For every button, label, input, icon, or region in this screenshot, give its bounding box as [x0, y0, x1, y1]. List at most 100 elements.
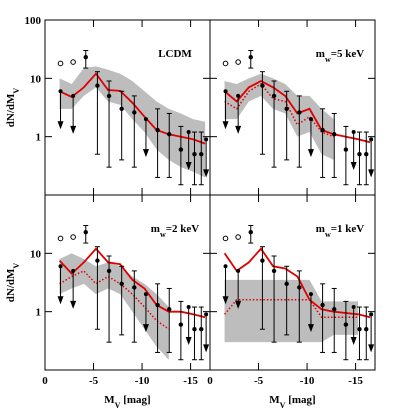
- panel-title-part: =2 keV: [166, 223, 200, 235]
- panel-title-part: m: [316, 223, 325, 235]
- upper-limit-arrow: [222, 296, 229, 305]
- limit-point: [71, 93, 76, 98]
- panel-title-part: =1 keV: [331, 223, 365, 235]
- data-point: [343, 147, 349, 152]
- upper-limit-arrow: [203, 169, 210, 178]
- panel-title-part: w: [325, 230, 331, 239]
- panel-frame: [209, 194, 376, 371]
- y-tick-label: 100: [25, 15, 42, 27]
- data-point: [271, 268, 277, 274]
- upper-limit-arrow: [142, 149, 149, 158]
- y-axis-label-part: dN/dM: [5, 93, 17, 127]
- model-band: [224, 279, 359, 343]
- data-point: [364, 152, 369, 157]
- panel-title: mw=2 keV: [151, 223, 199, 239]
- upper-limit-arrow: [57, 296, 64, 305]
- data-point: [199, 152, 204, 157]
- model-line: [224, 83, 335, 138]
- panel-title-part: LCDM: [158, 48, 192, 60]
- data-point: [320, 302, 325, 308]
- open-circle: [57, 235, 64, 242]
- limit-point: [58, 264, 63, 269]
- data-point: [332, 307, 337, 312]
- data-point: [132, 285, 137, 290]
- limit-point: [71, 268, 76, 273]
- model-line: [59, 269, 170, 330]
- limit-point: [236, 268, 241, 273]
- data-point: [248, 55, 253, 60]
- open-circle: [70, 59, 76, 65]
- data-point: [260, 258, 265, 263]
- panel-title-part: =5 keV: [331, 48, 365, 60]
- upper-limit-arrow: [185, 337, 192, 346]
- upper-limit-arrow: [307, 149, 314, 158]
- y-axis-label-part: dN/dM: [5, 268, 17, 302]
- data-point: [167, 307, 172, 312]
- upper-limit-arrow: [368, 344, 375, 353]
- x-tick-label: -5: [254, 375, 264, 387]
- upper-limit-arrow: [57, 121, 64, 130]
- data-point: [119, 281, 124, 287]
- upper-limit-arrow: [235, 300, 242, 309]
- data-point: [192, 327, 197, 332]
- limit-point: [143, 117, 148, 122]
- open-circle: [70, 234, 76, 240]
- upper-limit-arrow: [368, 169, 375, 178]
- panel-title-part: w: [160, 230, 166, 239]
- open-circle: [235, 234, 241, 240]
- y-axis-label-part: V: [12, 88, 21, 94]
- limit-point: [223, 89, 228, 94]
- x-tick-label: 0: [42, 375, 48, 387]
- limit-point: [58, 89, 63, 94]
- data-point: [155, 127, 160, 133]
- data-point: [178, 147, 184, 152]
- y-axis-label-part: V: [12, 263, 21, 269]
- data-point: [248, 230, 253, 235]
- panel-title: LCDM: [158, 48, 192, 60]
- x-axis-label-part: [mag]: [285, 394, 315, 406]
- upper-limit-arrow: [70, 300, 77, 309]
- data-point: [297, 110, 302, 115]
- model-band: [224, 73, 334, 160]
- panel-title-part: m: [316, 48, 325, 60]
- data-point: [357, 327, 362, 332]
- data-point: [320, 127, 325, 133]
- open-circle: [57, 60, 64, 67]
- limit-point: [204, 137, 209, 142]
- x-tick-label: -10: [135, 375, 150, 387]
- limit-point: [143, 292, 148, 297]
- data-point: [155, 302, 160, 308]
- data-point: [199, 327, 204, 332]
- x-axis-label: MV [mag]: [104, 394, 150, 410]
- limit-point: [186, 305, 191, 310]
- x-axis-label: MV [mag]: [269, 394, 315, 410]
- data-point: [297, 285, 302, 290]
- y-axis-label: dN/dMV: [5, 263, 21, 303]
- upper-limit-arrow: [235, 125, 242, 134]
- open-circle: [235, 59, 241, 65]
- data-point: [178, 322, 184, 327]
- upper-limit-arrow: [185, 162, 192, 171]
- x-tick-label: -15: [183, 375, 198, 387]
- data-point: [119, 106, 124, 112]
- limit-point: [369, 137, 374, 142]
- upper-limit-arrow: [203, 344, 210, 353]
- data-point: [260, 83, 265, 88]
- x-axis-label-part: V: [280, 401, 286, 410]
- data-point: [284, 106, 289, 112]
- data-point: [83, 55, 88, 60]
- upper-limit-arrow: [350, 337, 357, 346]
- y-tick-label: 1: [36, 132, 42, 144]
- limit-point: [308, 117, 313, 122]
- limit-point: [186, 130, 191, 135]
- upper-limit-arrow: [142, 324, 149, 333]
- data-point: [106, 268, 112, 274]
- y-tick-label: 10: [30, 73, 42, 85]
- x-tick-label: -10: [300, 375, 315, 387]
- limit-point: [351, 130, 356, 135]
- upper-limit-arrow: [307, 324, 314, 333]
- panel-title: mw=1 keV: [316, 223, 364, 239]
- y-tick-label: 10: [30, 248, 42, 260]
- x-tick-label: -15: [348, 375, 363, 387]
- limit-point: [351, 305, 356, 310]
